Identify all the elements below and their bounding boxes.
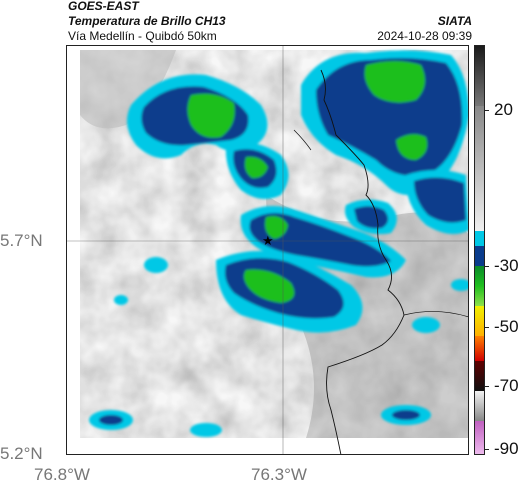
cb-tick-m50 bbox=[485, 327, 489, 328]
satellite-map: ★ bbox=[66, 45, 469, 455]
map-canvas: ★ bbox=[66, 45, 469, 455]
star-marker: ★ bbox=[262, 234, 274, 249]
product-title: Temperatura de Brillo CH13 bbox=[68, 14, 226, 28]
colorbar-gray bbox=[475, 106, 484, 231]
colorbar-yellow bbox=[475, 306, 484, 336]
colorbar-white bbox=[475, 391, 484, 421]
datetime-label: 2024-10-28 09:39 bbox=[377, 29, 472, 43]
map-border bbox=[66, 45, 469, 455]
colorbar-black bbox=[475, 361, 484, 391]
cb-tick-m30 bbox=[485, 266, 489, 267]
region-subtitle: Vía Medellín - Quibdó 50km bbox=[68, 29, 217, 43]
border-line bbox=[320, 69, 405, 455]
cb-label-m90: -90 bbox=[494, 439, 519, 458]
lat-label-5.2N: 5.2°N bbox=[0, 444, 43, 463]
cb-label-m50: -50 bbox=[494, 317, 519, 336]
colorbar-green bbox=[475, 266, 484, 306]
lat-label-5.7N: 5.7°N bbox=[0, 231, 43, 250]
colorbar-red bbox=[475, 336, 484, 361]
cb-label-m30: -30 bbox=[494, 256, 519, 275]
cloud-cells bbox=[89, 50, 469, 437]
cb-tick-20 bbox=[485, 110, 489, 111]
cb-tick-m70 bbox=[485, 386, 489, 387]
river-line bbox=[293, 129, 312, 151]
colorbar-cyan bbox=[475, 231, 484, 246]
cb-tick-m90 bbox=[485, 449, 489, 450]
cb-label-m70: -70 bbox=[494, 376, 519, 395]
lon-label-76.8W: 76.8°W bbox=[34, 465, 90, 484]
border-line-east bbox=[403, 311, 469, 318]
colorbar-blue bbox=[475, 246, 484, 266]
satellite-title: GOES-EAST bbox=[68, 0, 139, 13]
colorbar-magenta bbox=[475, 421, 484, 454]
colorbar-dark-gray bbox=[475, 46, 484, 106]
agency-label: SIATA bbox=[437, 14, 472, 28]
lon-label-76.3W: 76.3°W bbox=[251, 465, 307, 484]
cb-label-20: 20 bbox=[494, 100, 513, 119]
colorbar bbox=[474, 45, 485, 455]
surface-patch bbox=[80, 50, 176, 129]
